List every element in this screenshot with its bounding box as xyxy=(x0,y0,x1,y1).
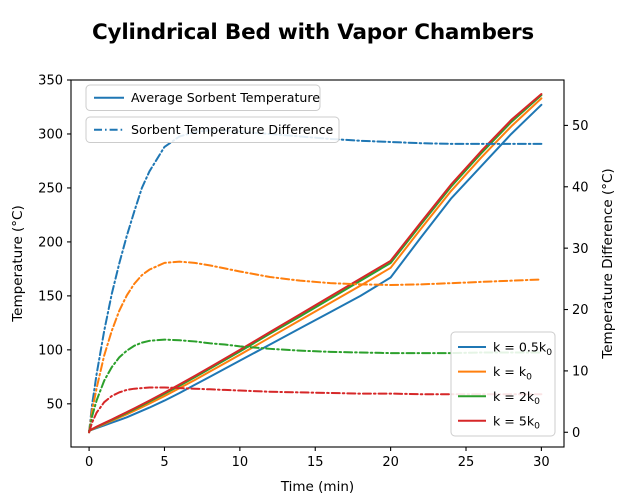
legend-frame xyxy=(85,84,321,111)
y-tick-label-2: 150 xyxy=(38,289,63,304)
y-tick-label-5: 300 xyxy=(38,128,63,143)
legend-frame xyxy=(450,331,556,437)
series-legend-label-1: k = k0 xyxy=(493,364,532,382)
series-legend-subscript-2: 0 xyxy=(534,396,540,407)
legend-label-1: Sorbent Temperature Difference xyxy=(131,122,333,137)
y-tick-label-1: 100 xyxy=(38,343,63,358)
style-legend-box-0[interactable]: Average Sorbent Temperature xyxy=(85,84,321,111)
series-legend-subscript-3: 0 xyxy=(534,421,540,432)
y-axis-title: Temperature (°C) xyxy=(10,205,26,323)
legend-frame xyxy=(85,116,340,143)
y2-tick-label-4: 40 xyxy=(572,180,589,195)
y-tick-label-0: 50 xyxy=(46,397,63,412)
series-legend-label-2: k = 2k0 xyxy=(493,389,540,407)
style-legend-box-1[interactable]: Sorbent Temperature Difference xyxy=(85,116,340,143)
series-legend-subscript-1: 0 xyxy=(526,371,532,382)
x-tick-label-0: 0 xyxy=(85,455,93,470)
x-tick-label-1: 5 xyxy=(160,455,168,470)
series-line-avg-0 xyxy=(88,103,543,432)
series-legend-subscript-0: 0 xyxy=(546,347,552,358)
legend-label-0: Average Sorbent Temperature xyxy=(131,90,320,105)
series-group xyxy=(88,93,543,434)
x-tick-label-5: 25 xyxy=(458,455,475,470)
series-line-diff-7 xyxy=(88,386,543,434)
series-line-diff-5 xyxy=(88,260,543,434)
series-legend-label-3: k = 5k0 xyxy=(493,413,540,431)
y-tick-label-4: 250 xyxy=(38,182,63,197)
x-tick-label-3: 15 xyxy=(307,455,324,470)
y-tick-label-3: 200 xyxy=(38,236,63,251)
axes-frame xyxy=(70,79,565,448)
y2-tick-label-3: 30 xyxy=(572,242,589,257)
y2-tick-label-5: 50 xyxy=(572,119,589,134)
series-legend-label-0: k = 0.5k0 xyxy=(493,340,552,358)
y2-tick-label-0: 0 xyxy=(572,426,580,441)
series-legend[interactable]: k = 0.5k0 k = k0 k = 2k0 k = 5k0 xyxy=(450,331,556,437)
y-tick-label-6: 350 xyxy=(38,74,63,89)
series-line-diff-6 xyxy=(88,338,543,434)
series-line-avg-3 xyxy=(88,93,543,432)
y2-tick-label-2: 20 xyxy=(572,303,589,318)
y2-tick-label-1: 10 xyxy=(572,364,589,379)
x-tick-label-4: 20 xyxy=(382,455,399,470)
page-title: Cylindrical Bed with Vapor Chambers xyxy=(91,20,535,45)
x-axis-title: Time (min) xyxy=(280,479,354,495)
x-tick-label-6: 30 xyxy=(533,455,550,470)
x-tick-label-2: 10 xyxy=(232,455,249,470)
y2-axis-title: Temperature Difference (°C) xyxy=(600,168,616,359)
